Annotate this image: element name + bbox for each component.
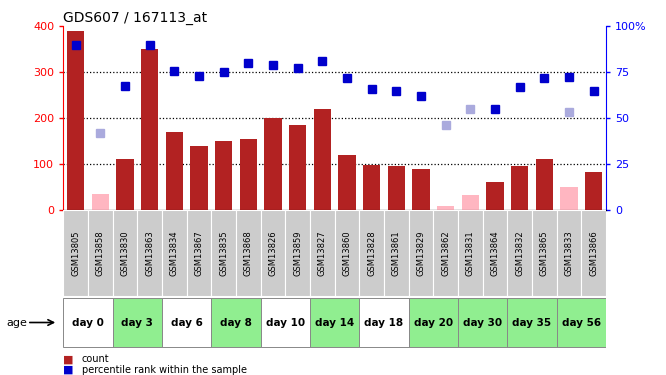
Bar bbox=[581, 210, 606, 296]
Bar bbox=[166, 132, 183, 210]
Bar bbox=[113, 210, 137, 296]
Bar bbox=[409, 298, 458, 347]
Text: GSM13862: GSM13862 bbox=[441, 230, 450, 276]
Text: GSM13859: GSM13859 bbox=[293, 230, 302, 276]
Bar bbox=[486, 183, 503, 210]
Text: GSM13861: GSM13861 bbox=[392, 230, 401, 276]
Text: GSM13868: GSM13868 bbox=[244, 230, 253, 276]
Bar bbox=[92, 194, 109, 210]
Bar bbox=[507, 298, 557, 347]
Bar bbox=[162, 298, 211, 347]
Text: day 6: day 6 bbox=[170, 318, 202, 327]
Text: GSM13830: GSM13830 bbox=[121, 230, 129, 276]
Text: ■: ■ bbox=[63, 354, 74, 364]
Text: GSM13827: GSM13827 bbox=[318, 230, 327, 276]
Bar bbox=[285, 210, 310, 296]
Text: count: count bbox=[82, 354, 109, 364]
Bar bbox=[384, 210, 409, 296]
Text: day 56: day 56 bbox=[562, 318, 601, 327]
Bar bbox=[264, 118, 282, 210]
Text: day 3: day 3 bbox=[121, 318, 153, 327]
Bar bbox=[412, 169, 430, 210]
Bar bbox=[585, 172, 602, 210]
Bar bbox=[141, 49, 159, 210]
Bar bbox=[67, 31, 84, 210]
Bar bbox=[462, 195, 479, 210]
Bar bbox=[434, 210, 458, 296]
Bar bbox=[215, 141, 232, 210]
Text: GSM13858: GSM13858 bbox=[96, 230, 105, 276]
Bar bbox=[310, 298, 360, 347]
Text: GSM13835: GSM13835 bbox=[219, 230, 228, 276]
Text: day 18: day 18 bbox=[364, 318, 404, 327]
Text: GSM13863: GSM13863 bbox=[145, 230, 154, 276]
Text: GDS607 / 167113_at: GDS607 / 167113_at bbox=[63, 11, 207, 25]
Bar bbox=[137, 210, 162, 296]
Text: day 10: day 10 bbox=[266, 318, 305, 327]
Text: GSM13867: GSM13867 bbox=[194, 230, 204, 276]
Bar bbox=[289, 125, 306, 210]
Text: GSM13834: GSM13834 bbox=[170, 230, 178, 276]
Bar bbox=[260, 298, 310, 347]
Bar bbox=[458, 210, 483, 296]
Text: GSM13864: GSM13864 bbox=[491, 230, 500, 276]
Text: GSM13805: GSM13805 bbox=[71, 230, 80, 276]
Text: GSM13865: GSM13865 bbox=[540, 230, 549, 276]
Text: GSM13831: GSM13831 bbox=[466, 230, 475, 276]
Text: day 20: day 20 bbox=[414, 318, 453, 327]
Bar bbox=[260, 210, 285, 296]
Text: GSM13829: GSM13829 bbox=[416, 230, 426, 276]
Bar bbox=[409, 210, 434, 296]
Text: day 35: day 35 bbox=[512, 318, 551, 327]
Text: GSM13826: GSM13826 bbox=[268, 230, 278, 276]
Text: percentile rank within the sample: percentile rank within the sample bbox=[82, 365, 247, 375]
Bar bbox=[360, 210, 384, 296]
Bar bbox=[507, 210, 532, 296]
Bar bbox=[88, 210, 113, 296]
Bar bbox=[388, 166, 405, 210]
Bar bbox=[360, 298, 409, 347]
Bar bbox=[535, 159, 553, 210]
Bar bbox=[314, 109, 331, 210]
Text: day 0: day 0 bbox=[72, 318, 104, 327]
Bar bbox=[211, 210, 236, 296]
Bar bbox=[511, 166, 528, 210]
Text: GSM13828: GSM13828 bbox=[367, 230, 376, 276]
Bar bbox=[310, 210, 335, 296]
Text: day 8: day 8 bbox=[220, 318, 252, 327]
Text: GSM13860: GSM13860 bbox=[342, 230, 352, 276]
Bar bbox=[162, 210, 186, 296]
Bar bbox=[63, 298, 113, 347]
Text: GSM13832: GSM13832 bbox=[515, 230, 524, 276]
Bar bbox=[335, 210, 360, 296]
Text: age: age bbox=[7, 318, 27, 327]
Bar bbox=[190, 146, 208, 210]
Bar bbox=[117, 159, 134, 210]
Text: day 14: day 14 bbox=[315, 318, 354, 327]
Bar bbox=[240, 139, 257, 210]
Bar bbox=[532, 210, 557, 296]
Text: ■: ■ bbox=[63, 365, 74, 375]
Bar bbox=[186, 210, 211, 296]
Bar bbox=[557, 210, 581, 296]
Bar bbox=[338, 155, 356, 210]
Text: GSM13866: GSM13866 bbox=[589, 230, 598, 276]
Bar bbox=[458, 298, 507, 347]
Bar bbox=[557, 298, 606, 347]
Text: day 30: day 30 bbox=[463, 318, 502, 327]
Bar bbox=[113, 298, 162, 347]
Bar bbox=[363, 165, 380, 210]
Bar bbox=[63, 210, 88, 296]
Text: GSM13833: GSM13833 bbox=[565, 230, 573, 276]
Bar bbox=[437, 206, 454, 210]
Bar bbox=[236, 210, 260, 296]
Bar bbox=[560, 187, 577, 210]
Bar bbox=[483, 210, 507, 296]
Bar bbox=[211, 298, 260, 347]
